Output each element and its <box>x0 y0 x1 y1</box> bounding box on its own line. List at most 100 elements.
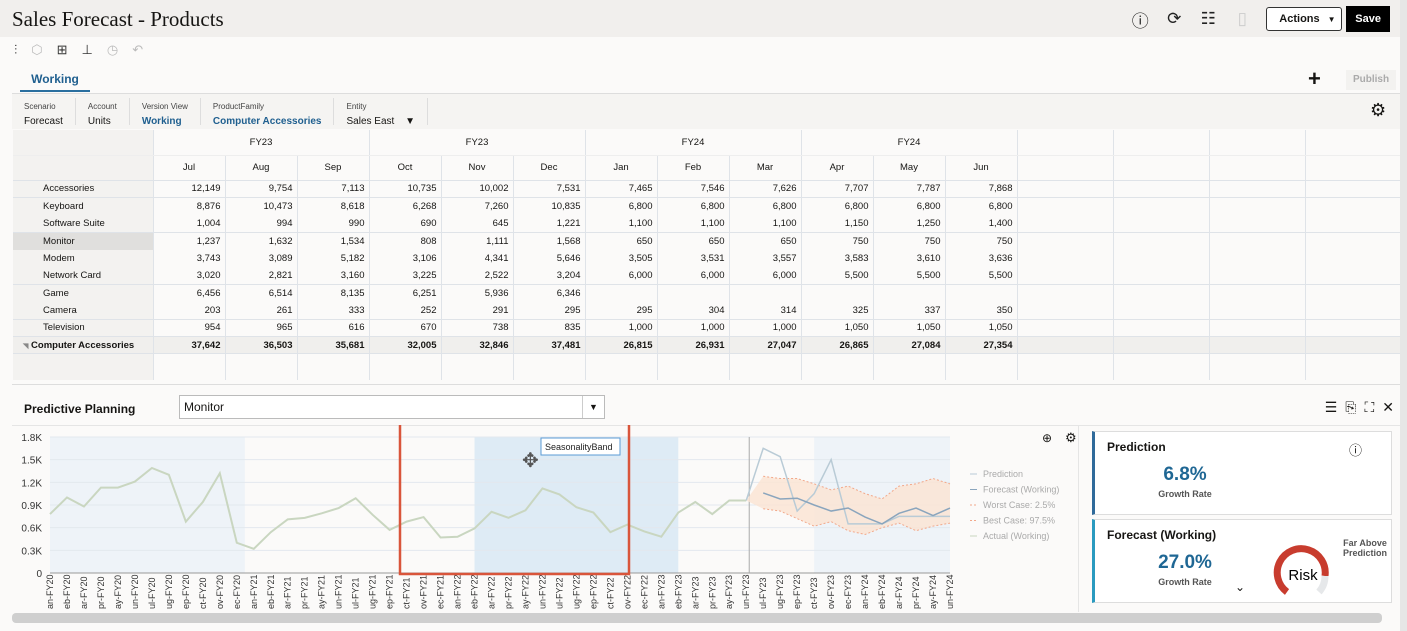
data-cell[interactable]: 750 <box>801 231 874 250</box>
data-cell[interactable] <box>873 283 946 302</box>
collapse-icon[interactable]: ◥ <box>23 342 29 350</box>
data-cell[interactable]: 1,150 <box>801 214 874 233</box>
data-cell[interactable]: 350 <box>945 301 1018 320</box>
data-cell[interactable] <box>945 283 1018 302</box>
data-cell[interactable]: 965 <box>225 318 298 337</box>
data-cell[interactable]: 37,642 <box>153 336 226 354</box>
data-cell[interactable]: 5,936 <box>441 283 514 302</box>
pov-productfamily[interactable]: ProductFamily Computer Accessories <box>201 98 335 127</box>
data-cell[interactable]: 1,568 <box>513 231 586 250</box>
data-cell[interactable]: 1,000 <box>585 318 658 337</box>
data-cell[interactable]: 6,251 <box>369 283 442 302</box>
data-cell[interactable]: 616 <box>297 318 370 337</box>
data-cell[interactable]: 6,800 <box>729 196 802 215</box>
data-cell[interactable]: 645 <box>441 214 514 233</box>
data-cell[interactable]: 6,268 <box>369 196 442 215</box>
data-cell[interactable]: 990 <box>297 214 370 233</box>
data-cell[interactable]: 3,204 <box>513 266 586 285</box>
vertical-scrollbar[interactable] <box>1400 0 1407 631</box>
chart-settings-icon[interactable]: ⚙ <box>1065 430 1077 445</box>
data-cell[interactable]: 1,000 <box>657 318 730 337</box>
info-icon[interactable]: ⓘ <box>1131 11 1149 31</box>
panel-toggle-icon[interactable]: ▯ <box>1237 9 1247 28</box>
data-cell[interactable] <box>657 283 730 302</box>
data-cell[interactable]: 5,500 <box>945 266 1018 285</box>
data-cell[interactable]: 6,000 <box>657 266 730 285</box>
data-cell[interactable]: 36,503 <box>225 336 298 354</box>
data-cell[interactable]: 738 <box>441 318 514 337</box>
data-cell[interactable]: 650 <box>585 231 658 250</box>
data-cell[interactable]: 1,111 <box>441 231 514 250</box>
row-header[interactable]: Monitor <box>13 231 154 250</box>
data-cell[interactable]: 304 <box>657 301 730 320</box>
data-cell[interactable]: 1,000 <box>729 318 802 337</box>
row-header[interactable]: ◥ Computer Accessories <box>13 336 154 354</box>
data-cell[interactable]: 7,531 <box>513 179 586 198</box>
data-cell[interactable]: 6,800 <box>801 196 874 215</box>
data-cell[interactable]: 2,821 <box>225 266 298 285</box>
cube-icon[interactable]: ⬡ <box>31 42 43 57</box>
data-cell[interactable]: 3,531 <box>657 249 730 267</box>
data-cell[interactable]: 994 <box>225 214 298 233</box>
data-cell[interactable]: 6,346 <box>513 283 586 302</box>
data-cell[interactable]: 1,534 <box>297 231 370 250</box>
data-cell[interactable]: 6,514 <box>225 283 298 302</box>
data-cell[interactable]: 37,481 <box>513 336 586 354</box>
data-cell[interactable]: 3,160 <box>297 266 370 285</box>
data-cell[interactable]: 4,341 <box>441 249 514 267</box>
member-select[interactable]: Monitor ▼ <box>179 395 605 419</box>
data-cell[interactable]: 333 <box>297 301 370 320</box>
data-cell[interactable]: 3,106 <box>369 249 442 267</box>
data-cell[interactable]: 6,800 <box>657 196 730 215</box>
pov-entity[interactable]: Entity Sales East ▼ <box>334 98 428 127</box>
data-cell[interactable]: 650 <box>729 231 802 250</box>
data-cell[interactable]: 6,800 <box>585 196 658 215</box>
undo-icon[interactable]: ↶ <box>132 42 144 57</box>
data-cell[interactable]: 1,050 <box>873 318 946 337</box>
hierarchy-icon[interactable]: ⊥ <box>81 42 93 57</box>
data-cell[interactable]: 3,610 <box>873 249 946 267</box>
data-cell[interactable]: 1,250 <box>873 214 946 233</box>
data-cell[interactable] <box>801 283 874 302</box>
data-cell[interactable]: 10,735 <box>369 179 442 198</box>
row-header[interactable]: Software Suite <box>13 214 154 233</box>
data-cell[interactable]: 1,100 <box>657 214 730 233</box>
close-icon[interactable]: ✕ <box>1382 399 1394 415</box>
data-cell[interactable]: 10,473 <box>225 196 298 215</box>
data-cell[interactable]: 27,084 <box>873 336 946 354</box>
data-cell[interactable]: 1,100 <box>729 214 802 233</box>
row-header[interactable]: Modem <box>13 249 154 267</box>
horizontal-scrollbar[interactable] <box>12 613 1382 623</box>
data-cell[interactable]: 1,100 <box>585 214 658 233</box>
data-cell[interactable]: 6,800 <box>945 196 1018 215</box>
data-cell[interactable]: 7,868 <box>945 179 1018 198</box>
data-cell[interactable]: 7,707 <box>801 179 874 198</box>
data-cell[interactable]: 295 <box>585 301 658 320</box>
data-cell[interactable]: 650 <box>657 231 730 250</box>
data-cell[interactable]: 1,004 <box>153 214 226 233</box>
data-cell[interactable]: 337 <box>873 301 946 320</box>
data-cell[interactable]: 7,546 <box>657 179 730 198</box>
data-cell[interactable]: 203 <box>153 301 226 320</box>
data-cell[interactable]: 261 <box>225 301 298 320</box>
data-cell[interactable]: 5,500 <box>801 266 874 285</box>
gear-icon[interactable]: ⚙ <box>1370 100 1387 120</box>
data-cell[interactable]: 1,237 <box>153 231 226 250</box>
pov-scenario[interactable]: Scenario Forecast <box>12 98 76 127</box>
data-cell[interactable]: 291 <box>441 301 514 320</box>
data-cell[interactable]: 8,618 <box>297 196 370 215</box>
chevron-down-icon[interactable]: ⌄ <box>1235 580 1246 594</box>
data-cell[interactable]: 26,815 <box>585 336 658 354</box>
save-button[interactable]: Save <box>1346 6 1390 32</box>
data-cell[interactable]: 6,000 <box>729 266 802 285</box>
data-cell[interactable]: 32,846 <box>441 336 514 354</box>
info-icon[interactable]: ⓘ <box>1349 443 1363 458</box>
data-cell[interactable]: 314 <box>729 301 802 320</box>
data-cell[interactable]: 7,626 <box>729 179 802 198</box>
data-cell[interactable]: 12,149 <box>153 179 226 198</box>
data-cell[interactable]: 3,557 <box>729 249 802 267</box>
data-cell[interactable]: 670 <box>369 318 442 337</box>
data-cell[interactable]: 32,005 <box>369 336 442 354</box>
pov-account[interactable]: Account Units <box>76 98 130 127</box>
data-cell[interactable]: 750 <box>873 231 946 250</box>
